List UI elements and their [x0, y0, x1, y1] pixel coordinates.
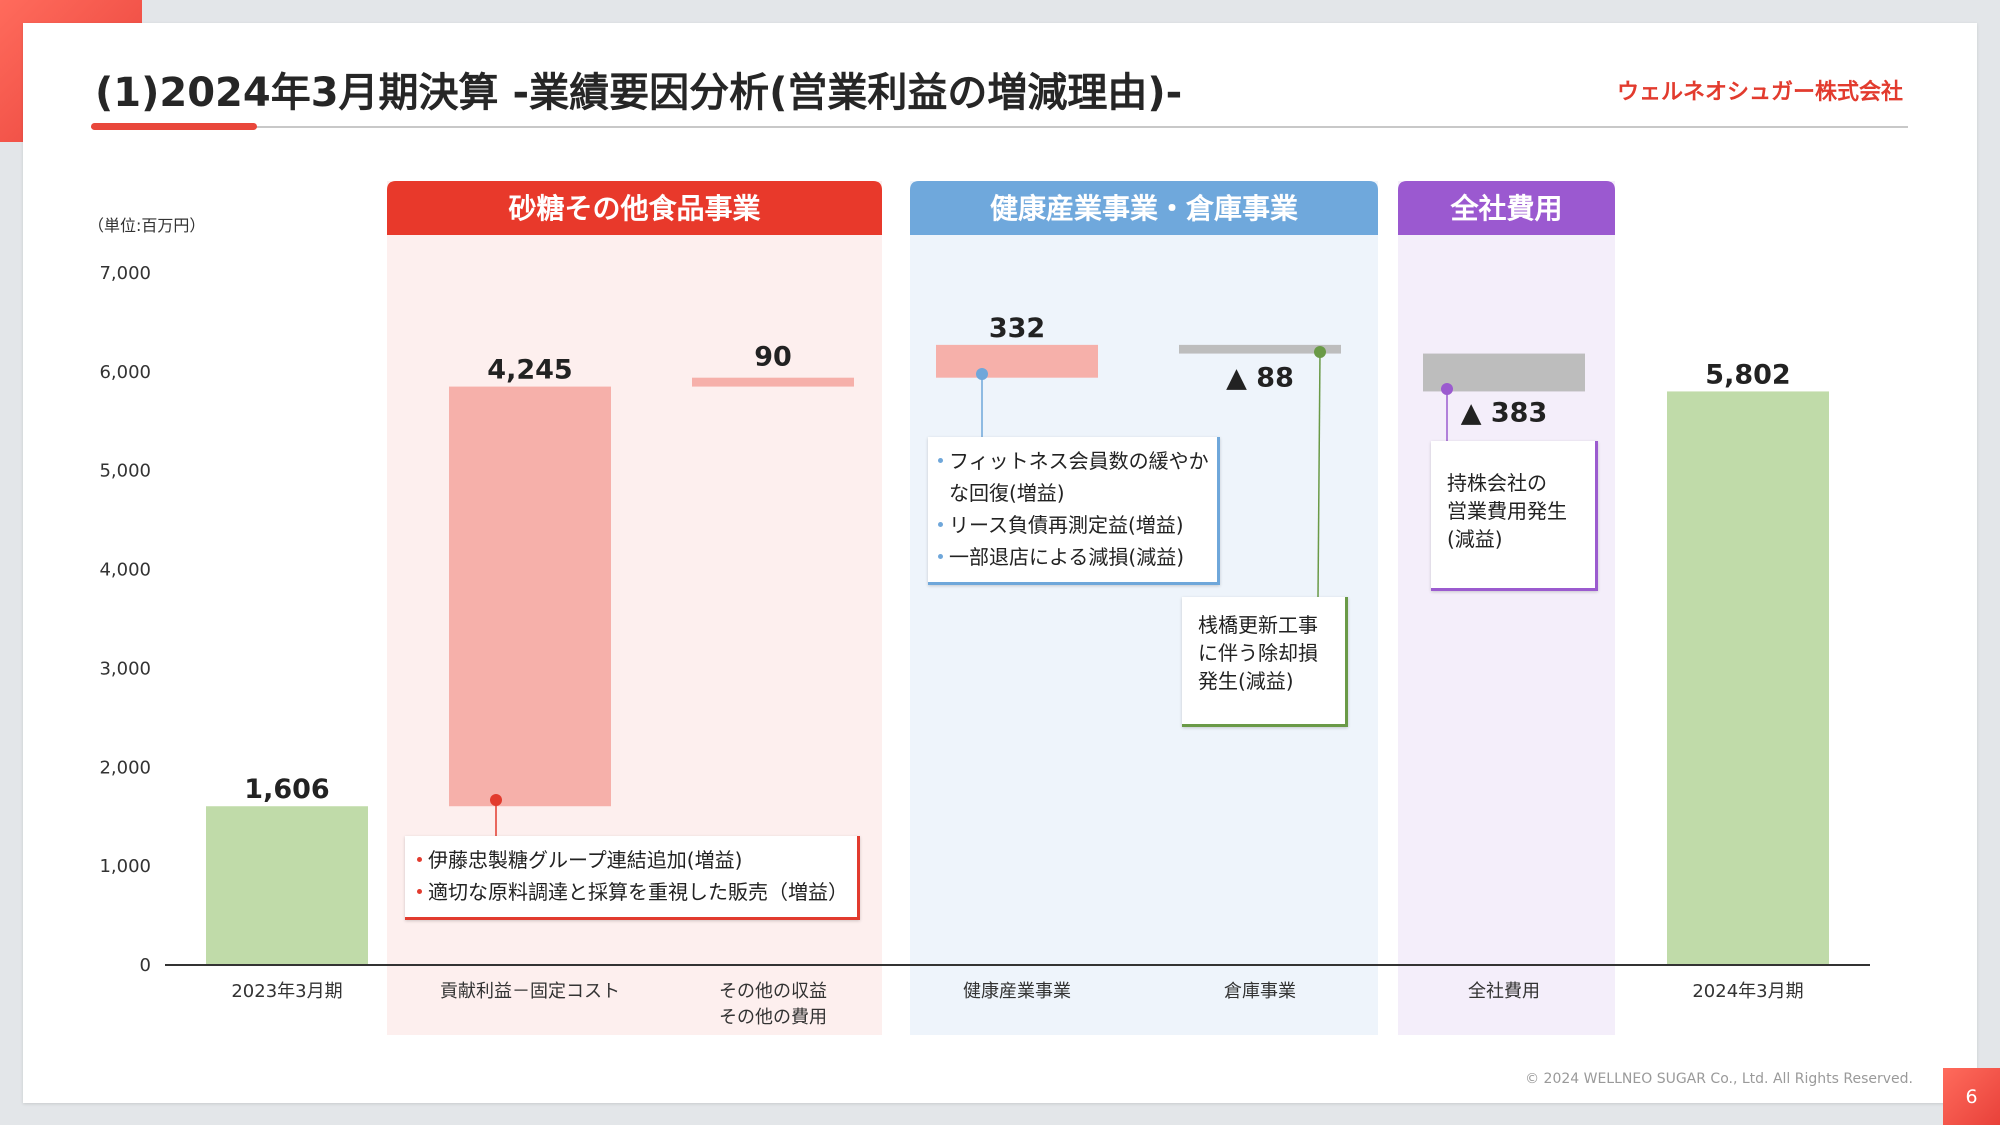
y-tick-label: 4,000 — [99, 560, 151, 581]
page-title: (1)2024年3月期決算 -業績要因分析(営業利益の増減理由)- — [95, 70, 1183, 116]
callout-anchor-dot — [1441, 383, 1453, 395]
bullet-dot — [938, 522, 943, 527]
group-header — [1398, 181, 1615, 235]
callout-line: 営業費用発生 — [1447, 499, 1567, 523]
y-tick-label: 7,000 — [99, 263, 151, 284]
callout-anchor-dot — [490, 794, 502, 806]
y-tick-label: 0 — [140, 955, 151, 976]
x-tick-label: 貢献利益－固定コスト — [440, 981, 620, 1002]
callout-line: に伴う除却損 — [1198, 641, 1318, 665]
value-label: 4,245 — [487, 355, 572, 386]
y-tick-label: 3,000 — [99, 658, 151, 679]
callout-line: リース負債再測定益(増益) — [949, 513, 1184, 537]
unit-label: （単位:百万円） — [88, 216, 205, 235]
value-label: 332 — [989, 313, 1045, 344]
group-header — [910, 181, 1378, 235]
callout-sugar-reasons: 伊藤忠製糖グループ連結追加(増益) 適切な原料調達と採算を重視した販売（増益） — [405, 836, 860, 920]
bar — [449, 386, 611, 807]
group-header-label: 砂糖その他食品事業 — [508, 192, 760, 225]
x-tick-label: その他の費用 — [719, 1007, 827, 1028]
group-header-label: 全社費用 — [1449, 192, 1562, 225]
x-tick-label: 全社費用 — [1468, 981, 1540, 1002]
y-tick-label: 1,000 — [99, 856, 151, 877]
value-label: 5,802 — [1705, 359, 1790, 390]
callout-line: 発生(減益) — [1198, 669, 1294, 693]
bullet-dot — [417, 857, 422, 862]
value-label: 1,606 — [244, 774, 329, 805]
callout-connector — [1317, 351, 1321, 598]
callout-line: 伊藤忠製糖グループ連結追加(増益) — [428, 848, 743, 872]
callout-line: 持株会社の — [1447, 471, 1547, 495]
callout-line: 適切な原料調達と採算を重視した販売（増益） — [428, 880, 848, 904]
y-tick-label: 6,000 — [99, 362, 151, 383]
page-number: 6 — [1943, 1068, 2000, 1125]
bar — [206, 806, 368, 965]
bar — [1179, 344, 1341, 354]
copyright: © 2024 WELLNEO SUGAR Co., Ltd. All Right… — [1525, 1071, 1913, 1087]
bar — [692, 377, 854, 387]
x-tick-label: 2024年3月期 — [1692, 981, 1803, 1002]
group-background — [1398, 181, 1615, 1035]
y-tick-label: 5,000 — [99, 461, 151, 482]
callout-line: 桟橋更新工事 — [1198, 613, 1318, 637]
x-tick-label: 2023年3月期 — [231, 981, 342, 1002]
callout-health-reasons: フィットネス会員数の緩やか な回復(増益) リース負債再測定益(増益) 一部退店… — [928, 437, 1220, 585]
title-rule — [91, 126, 1908, 128]
callout-line: 一部退店による減損(減益) — [949, 545, 1185, 569]
bullet-dot — [938, 458, 943, 463]
callout-line: (減益) — [1447, 527, 1503, 551]
callout-anchor-dot — [1314, 346, 1326, 358]
group-header — [387, 181, 882, 235]
value-label: ▲ 88 — [1226, 363, 1294, 394]
callout-corporate-reasons: 持株会社の 営業費用発生 (減益) — [1431, 441, 1598, 591]
bar — [1667, 391, 1829, 965]
group-header-label: 健康産業事業・倉庫事業 — [990, 192, 1298, 225]
value-label: 90 — [754, 342, 792, 373]
x-tick-label: 健康産業事業 — [963, 981, 1071, 1002]
callout-warehouse-reasons: 桟橋更新工事 に伴う除却損 発生(減益) — [1182, 597, 1348, 727]
bullet-dot — [938, 554, 943, 559]
callout-anchor-dot — [976, 368, 988, 380]
x-tick-label: 倉庫事業 — [1224, 981, 1296, 1002]
value-label: ▲ 383 — [1461, 397, 1548, 428]
y-tick-label: 2,000 — [99, 757, 151, 778]
callout-line: な回復(増益) — [949, 481, 1065, 505]
bar — [936, 344, 1098, 378]
x-tick-label: その他の収益 — [719, 981, 827, 1002]
callout-line: フィットネス会員数の緩やか — [949, 449, 1209, 473]
title-rule-accent — [91, 123, 257, 130]
bullet-dot — [417, 889, 422, 894]
company-logo: ウェルネオシュガー株式会社 — [1616, 80, 1903, 105]
